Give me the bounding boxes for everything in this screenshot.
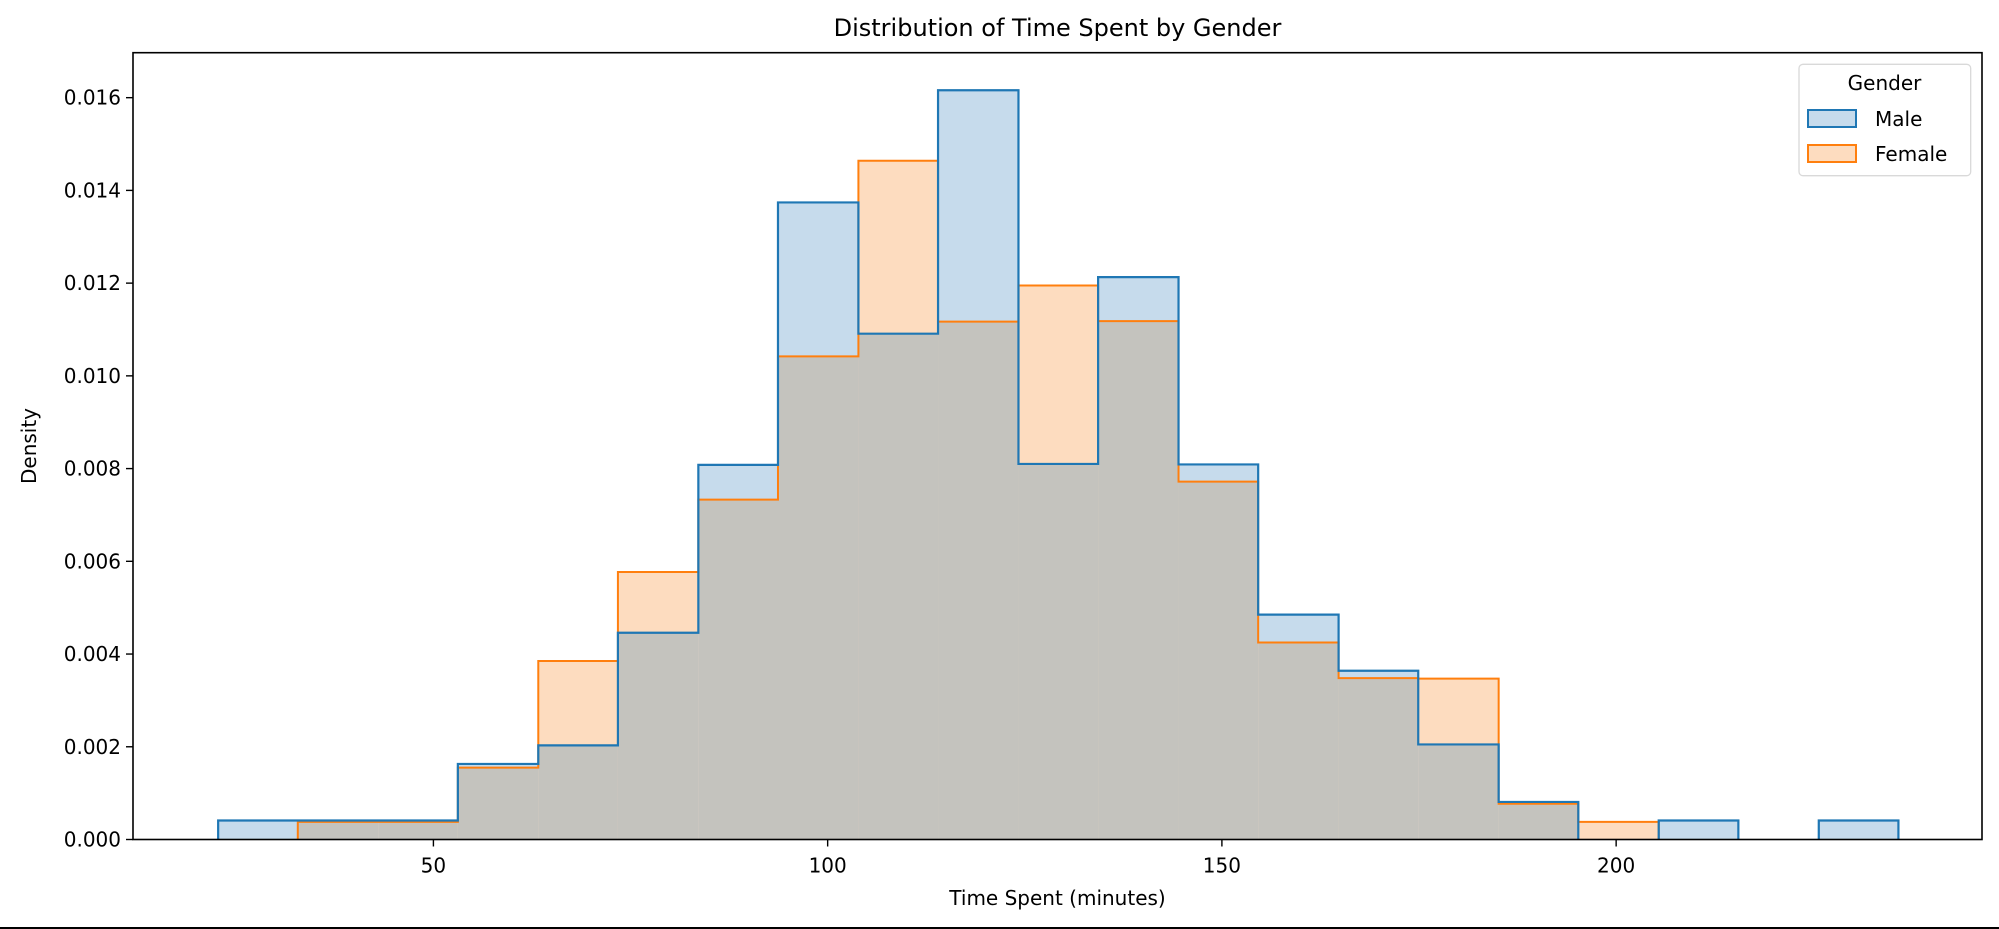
x-tick-label: 150 bbox=[1203, 854, 1241, 878]
y-tick-label: 0.010 bbox=[64, 364, 121, 388]
bar-fill bbox=[1658, 820, 1739, 840]
bar-fill bbox=[218, 820, 298, 840]
bar-overlap bbox=[1498, 803, 1579, 840]
y-tick-label: 0.012 bbox=[64, 271, 121, 295]
y-axis-ticks: 0.000 0.002 0.004 0.006 0.008 0.010 0.012 0.014… bbox=[64, 86, 133, 852]
histogram-bars bbox=[217, 89, 1900, 840]
y-tick-label: 0.004 bbox=[64, 642, 121, 666]
bar-overlap bbox=[378, 821, 458, 840]
legend-label-male: Male bbox=[1875, 107, 1922, 131]
x-axis-label: Time Spent (minutes) bbox=[948, 886, 1165, 910]
bar-overlap bbox=[698, 499, 778, 840]
legend-swatch-male bbox=[1807, 109, 1857, 128]
plot-frame bbox=[132, 51, 1983, 841]
y-tick-label: 0.008 bbox=[64, 457, 121, 481]
bar-overlap bbox=[938, 321, 1019, 840]
y-tick-label: 0.016 bbox=[64, 86, 121, 110]
bar-overlap bbox=[1258, 642, 1339, 840]
bar-fill bbox=[1578, 821, 1659, 840]
bar-overlap bbox=[1018, 463, 1099, 840]
step-outline-male bbox=[217, 89, 1900, 840]
x-tick-label: 50 bbox=[421, 854, 446, 878]
bar-overlap bbox=[617, 632, 699, 840]
y-tick-label: 0.002 bbox=[64, 735, 121, 759]
chart-title: Distribution of Time Spent by Gender bbox=[834, 14, 1282, 42]
bar-overlap bbox=[858, 333, 939, 840]
bar-overlap bbox=[457, 767, 539, 840]
x-tick-label: 200 bbox=[1597, 854, 1635, 878]
x-axis-ticks: 50 100 150 200 bbox=[421, 839, 1635, 878]
bar-overlap bbox=[538, 745, 618, 840]
legend: Gender Male Female bbox=[1798, 63, 1972, 177]
y-tick-label: 0.006 bbox=[64, 549, 121, 573]
y-axis-label: Density bbox=[17, 408, 41, 484]
legend-label-female: Female bbox=[1875, 142, 1947, 166]
fill-overlap bbox=[297, 321, 1579, 840]
bar-overlap bbox=[1418, 744, 1499, 840]
bottom-border-line bbox=[0, 927, 1999, 929]
legend-title: Gender bbox=[1848, 71, 1922, 95]
bar-overlap bbox=[1098, 321, 1179, 840]
bar-overlap bbox=[777, 356, 859, 840]
bar-overlap bbox=[297, 821, 379, 840]
x-tick-label: 100 bbox=[809, 854, 847, 878]
bar-fill bbox=[1818, 820, 1899, 840]
y-tick-label: 0.000 bbox=[64, 828, 121, 852]
bar-overlap bbox=[1178, 481, 1259, 840]
y-tick-label: 0.014 bbox=[64, 178, 121, 202]
legend-swatch-female bbox=[1807, 144, 1857, 163]
bar-overlap bbox=[1338, 678, 1419, 840]
